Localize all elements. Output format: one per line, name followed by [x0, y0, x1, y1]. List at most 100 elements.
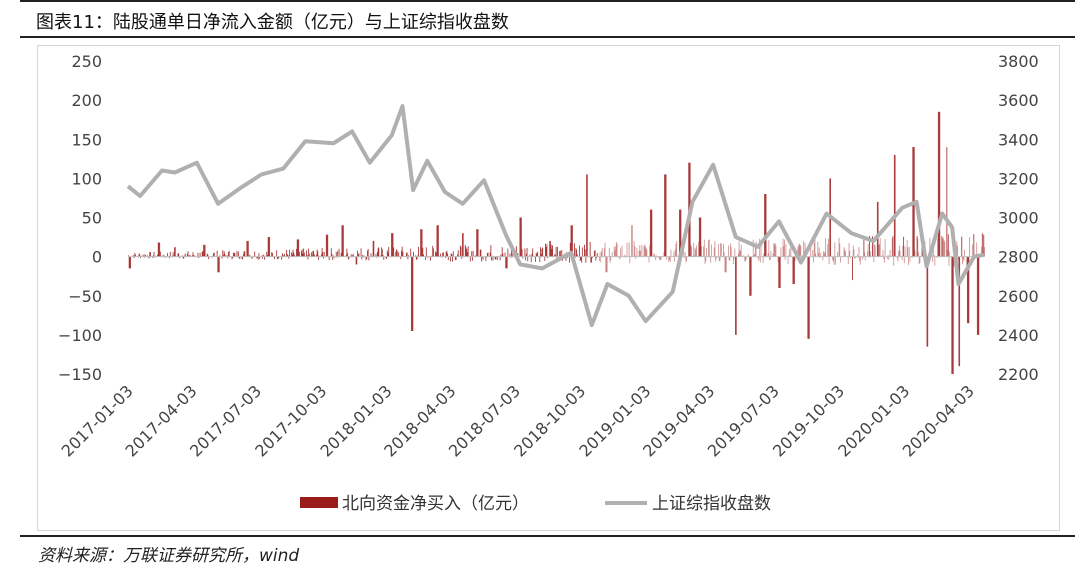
legend-swatch-bar — [300, 497, 338, 508]
bar — [398, 252, 400, 257]
bar — [754, 247, 756, 257]
bar — [774, 244, 775, 257]
bar — [759, 256, 761, 263]
left-tick-label: 150 — [71, 130, 102, 149]
bar — [559, 251, 561, 257]
bar — [332, 255, 334, 257]
bar — [213, 252, 215, 257]
bar — [410, 248, 412, 257]
bar — [977, 256, 979, 335]
bar — [770, 251, 772, 257]
bar — [378, 247, 380, 257]
bar — [485, 256, 487, 261]
bar — [452, 251, 454, 257]
bar — [208, 256, 210, 260]
bar — [340, 252, 342, 257]
bar — [557, 246, 558, 257]
bar — [784, 256, 786, 260]
bar — [327, 234, 329, 257]
bar — [532, 248, 534, 257]
bar — [744, 256, 746, 262]
bar — [961, 236, 963, 257]
bar — [694, 247, 696, 257]
bar — [432, 248, 434, 257]
bar — [201, 251, 203, 257]
bar — [297, 239, 299, 257]
bar — [242, 254, 244, 257]
bar — [619, 256, 621, 260]
bar — [641, 245, 643, 257]
bar — [633, 241, 635, 257]
bar — [835, 256, 836, 265]
bar — [837, 251, 839, 257]
bar — [624, 254, 626, 257]
bar — [320, 254, 322, 257]
bar — [715, 256, 717, 262]
bar — [207, 254, 209, 257]
bar — [442, 253, 444, 257]
bar — [274, 256, 275, 260]
bar — [178, 253, 180, 257]
bar — [520, 217, 522, 257]
bar — [496, 256, 498, 261]
bar — [914, 250, 916, 257]
bar — [759, 238, 761, 257]
bar — [825, 238, 827, 257]
bar — [286, 249, 288, 257]
bar — [684, 256, 685, 258]
bar — [823, 251, 824, 257]
bar — [596, 252, 598, 257]
bar — [402, 251, 404, 257]
bar — [288, 256, 290, 259]
bar — [298, 239, 300, 257]
bar — [525, 253, 527, 257]
bar — [951, 256, 953, 375]
bar — [704, 256, 706, 264]
bar — [649, 245, 651, 257]
bar — [772, 253, 774, 257]
bar — [376, 256, 378, 258]
bar — [957, 245, 958, 257]
bar — [350, 254, 352, 257]
bar — [288, 249, 290, 257]
left-tick-label: 0 — [92, 248, 102, 267]
bar — [933, 255, 935, 257]
bar — [308, 248, 310, 257]
bar — [884, 239, 886, 257]
bar — [505, 256, 507, 269]
bar — [569, 242, 571, 257]
bar — [517, 252, 519, 257]
bar — [887, 255, 889, 257]
bar — [159, 251, 161, 257]
bar — [400, 256, 402, 260]
bar — [685, 256, 687, 263]
bar — [927, 256, 929, 347]
bar — [713, 247, 715, 257]
bar — [565, 256, 567, 261]
left-tick-label: −100 — [58, 326, 102, 345]
bar — [631, 225, 633, 257]
bar — [898, 251, 900, 257]
bar — [824, 251, 826, 257]
bar — [882, 249, 884, 257]
legend: 北向资金净买入（亿元） 上证综指收盘数 — [300, 494, 771, 514]
bar — [908, 256, 910, 266]
bar — [723, 252, 725, 257]
bar — [500, 254, 502, 257]
bar — [302, 253, 304, 257]
bar — [227, 256, 229, 259]
bar — [586, 174, 588, 257]
bar — [869, 235, 871, 257]
bar — [530, 256, 532, 263]
bar — [854, 256, 856, 259]
bar — [388, 246, 390, 257]
left-tick-label: 200 — [71, 91, 102, 110]
bar — [797, 247, 799, 257]
bar — [907, 247, 909, 257]
bar — [298, 251, 300, 257]
bar — [467, 252, 468, 257]
bar — [838, 237, 840, 257]
bar — [243, 251, 245, 257]
bar — [269, 237, 271, 257]
bar — [149, 251, 151, 257]
